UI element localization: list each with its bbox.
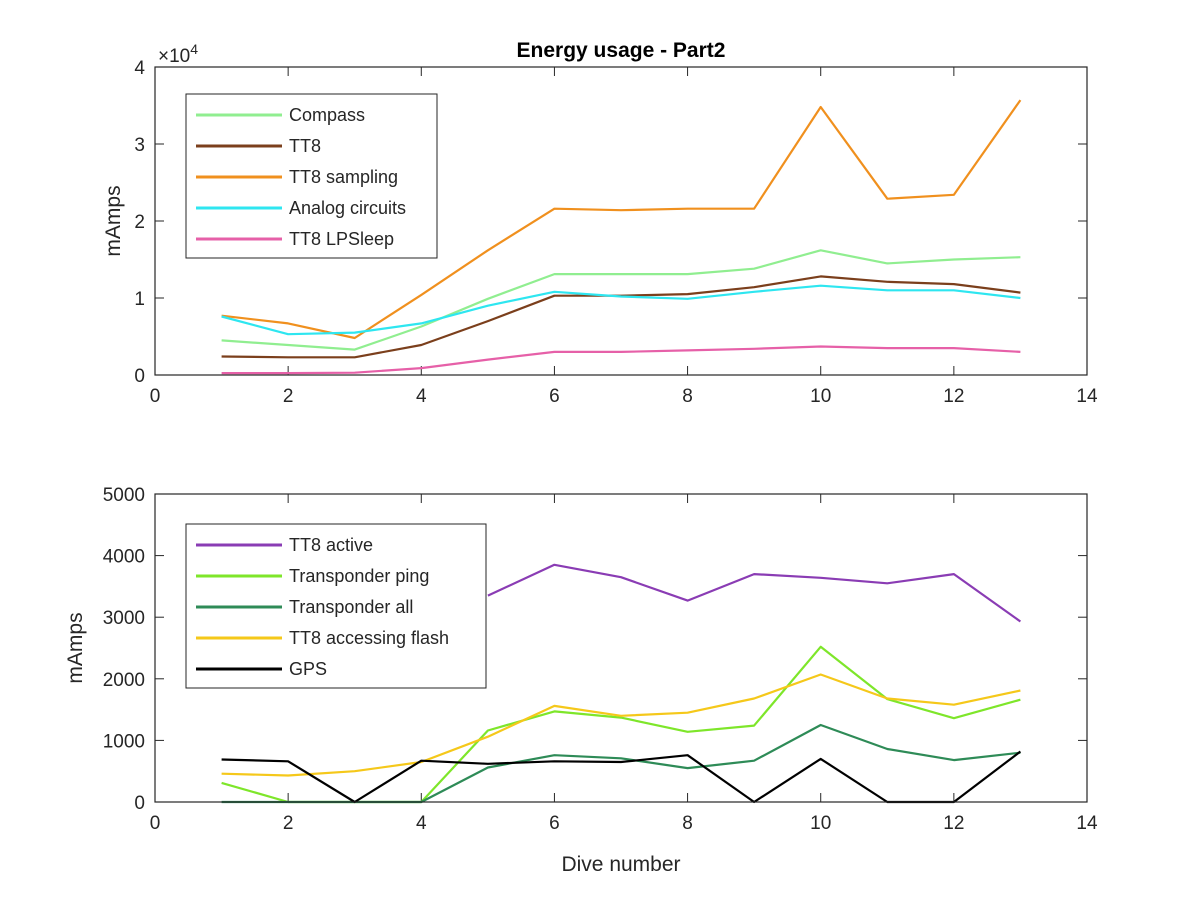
y-exponent-base: ×10 [158, 46, 190, 67]
series-line-tt8-active [487, 563, 1022, 623]
bottom-y-tick-label: 5000 [103, 485, 145, 506]
legend-label-tt8-active: TT8 active [289, 535, 373, 555]
top-y-tick-label: 0 [134, 366, 145, 387]
bottom-x-tick-label: 14 [1076, 813, 1098, 834]
bottom-x-tick-label: 2 [283, 813, 294, 834]
bottom-x-tick-label: 4 [416, 813, 427, 834]
top-x-tick-label: 10 [810, 386, 831, 407]
bottom-x-tick-label: 0 [150, 813, 161, 834]
legend-label-tt8-accessing-flash: TT8 accessing flash [289, 628, 449, 648]
chart-top-title: Energy usage - Part2 [517, 39, 726, 62]
top-y-tick-label: 4 [134, 58, 145, 79]
bottom-y-tick-label: 0 [134, 793, 145, 814]
series-line-tt8-lpsleep [221, 345, 1021, 375]
top-y-tick-label: 2 [134, 212, 145, 233]
top-x-tick-label: 14 [1076, 386, 1098, 407]
top-y-tick-label: 1 [134, 289, 145, 310]
legend-label-gps: GPS [289, 659, 327, 679]
chart-top: Energy usage - Part2 ×104 mAmps 0 2 4 6 8 10 1… [102, 39, 1098, 407]
top-y-tick-label: 3 [134, 135, 145, 156]
chart-top-axes-frame [154, 66, 1088, 376]
legend-label-tt8-sampling: TT8 sampling [289, 167, 398, 187]
chart-bottom: mAmps Dive number 0 2 4 6 8 10 12 14 0 1000 2000 30… [64, 485, 1098, 876]
chart-bottom-ticks: 0 2 4 6 8 10 12 14 0 1000 2000 3000 4000 5000 [103, 485, 1098, 834]
legend-label-analog-circuits: Analog circuits [289, 198, 406, 218]
bottom-y-tick-label: 1000 [103, 731, 145, 752]
bottom-y-tick-label: 2000 [103, 670, 145, 691]
legend-label-transponder-ping: Transponder ping [289, 566, 429, 586]
top-x-tick-label: 12 [943, 386, 964, 407]
top-x-tick-label: 6 [549, 386, 560, 407]
legend-label-transponder-all: Transponder all [289, 597, 413, 617]
chart-top-lines [221, 99, 1022, 375]
top-x-tick-label: 8 [682, 386, 693, 407]
chart-bottom-axes-frame [154, 493, 1088, 803]
bottom-x-tick-label: 6 [549, 813, 560, 834]
top-x-tick-label: 4 [416, 386, 427, 407]
bottom-x-tick-label: 12 [943, 813, 964, 834]
chart-top-y-exponent: ×104 [158, 41, 198, 67]
chart-bottom-xlabel: Dive number [561, 853, 680, 876]
chart-top-legend: Compass TT8 TT8 sampling Analog circuits TT8… [185, 93, 438, 259]
top-x-tick-label: 0 [150, 386, 161, 407]
legend-label-compass: Compass [289, 105, 365, 125]
chart-top-ylabel: mAmps [102, 185, 125, 256]
bottom-x-tick-label: 10 [810, 813, 831, 834]
bottom-y-tick-label: 3000 [103, 608, 145, 629]
bottom-y-tick-label: 4000 [103, 547, 145, 568]
top-x-tick-label: 2 [283, 386, 294, 407]
series-line-tt8-sampling [221, 99, 1022, 340]
bottom-x-tick-label: 8 [682, 813, 693, 834]
chart-bottom-legend: TT8 active Transponder ping Transponder al… [185, 523, 487, 689]
series-line-analog-circuits [221, 284, 1021, 336]
chart-bottom-ylabel: mAmps [64, 612, 87, 683]
y-exponent-power: 4 [190, 41, 198, 57]
legend-label-tt8-lpsleep: TT8 LPSleep [289, 229, 394, 249]
series-line-compass [221, 249, 1021, 351]
legend-label-tt8: TT8 [289, 136, 321, 156]
series-line-tt8-accessing-flash [221, 673, 1021, 777]
